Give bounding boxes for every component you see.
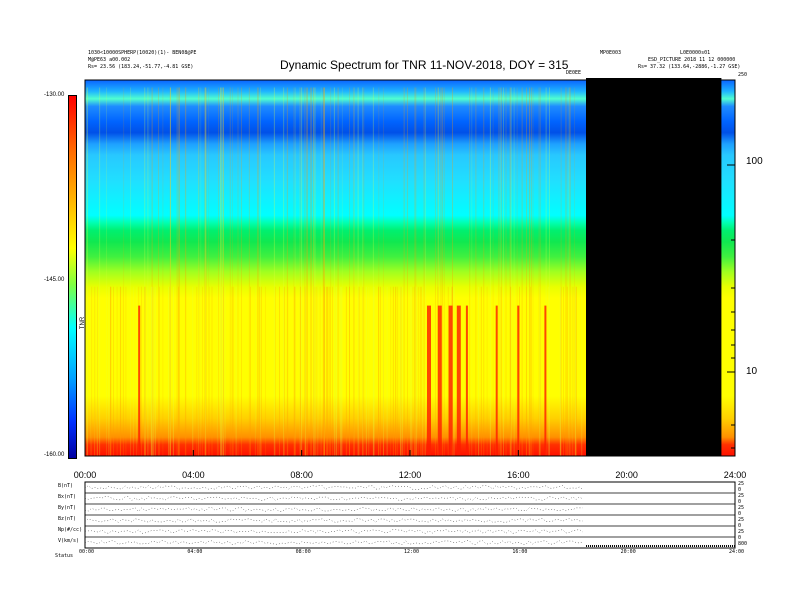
lower-x-tick-label: 12:00 bbox=[404, 549, 420, 555]
lower-row-label: Bx(nT) bbox=[58, 494, 77, 500]
header-left-line1: 1030<10000SPHERP(10020)(1)- BEN08@PE bbox=[88, 50, 197, 56]
lower-right-label: 0 bbox=[738, 487, 742, 493]
lower-right-label: 25 bbox=[738, 517, 745, 523]
lower-row-label: Bz(nT) bbox=[58, 516, 77, 522]
lower-panel-graphics bbox=[84, 481, 736, 549]
x-tick-label: 16:00 bbox=[507, 470, 530, 480]
colorbar bbox=[68, 95, 77, 459]
lower-right-label: 25 bbox=[738, 493, 745, 499]
lower-right-label: 25 bbox=[738, 505, 745, 511]
event-burst bbox=[427, 305, 431, 456]
event-burst bbox=[456, 305, 461, 456]
lower-row-trace bbox=[84, 485, 583, 490]
lower-row-label: B(nT) bbox=[58, 483, 74, 489]
chart-title: Dynamic Spectrum for TNR 11-NOV-2018, DO… bbox=[280, 58, 569, 72]
lower-row-label: V(km/s) bbox=[58, 538, 80, 544]
data-gap-label: DE0EE bbox=[566, 70, 582, 76]
lower-row-trace bbox=[84, 518, 583, 523]
event-burst bbox=[495, 305, 498, 456]
event-burst bbox=[448, 305, 453, 456]
event-burst bbox=[517, 305, 520, 456]
event-burst bbox=[138, 305, 141, 456]
lower-row-label: By(nT) bbox=[58, 505, 77, 511]
lower-right-label: 0 bbox=[738, 511, 742, 517]
event-burst bbox=[544, 305, 547, 456]
event-burst bbox=[437, 305, 442, 456]
header-left-line3: Rs= 23.56 (183.24,-51.77,-4.81 GSE) bbox=[88, 64, 194, 70]
lower-row-trace bbox=[84, 540, 583, 545]
lower-x-tick-label: 24:00 bbox=[729, 549, 745, 555]
lower-right-label: 0 bbox=[738, 523, 742, 529]
x-tick-label: 24:00 bbox=[723, 470, 747, 480]
lower-right-label: 0 bbox=[738, 535, 742, 541]
colorbar-tick-top: -130.00 bbox=[44, 92, 65, 98]
header-right-line4: Rs= 37.32 (133.64,-2886,-1.27 GSE) bbox=[638, 64, 741, 70]
colorbar-tick-mid: -145.00 bbox=[44, 277, 65, 283]
right-axis-tick-10: 10 bbox=[746, 366, 758, 377]
status-label: Status bbox=[55, 553, 74, 559]
lower-row-trace bbox=[84, 529, 583, 534]
lower-x-tick-label: 08:00 bbox=[295, 549, 311, 555]
lower-x-tick-label: 00:00 bbox=[79, 549, 95, 555]
lower-row-trace bbox=[84, 496, 583, 501]
lower-row-trace bbox=[84, 507, 583, 512]
header-left-line2: M@PE63 a00.002 bbox=[88, 57, 131, 63]
lower-right-label: 800 bbox=[738, 541, 748, 547]
lower-right-label: 0 bbox=[738, 499, 742, 505]
right-axis-tick-100: 100 bbox=[746, 156, 763, 167]
x-tick-label: 00:00 bbox=[73, 470, 97, 480]
lower-x-tick-label: 16:00 bbox=[512, 549, 528, 555]
header-right-line1: MP0E003 bbox=[600, 50, 622, 56]
right-axis-ticks bbox=[84, 164, 736, 456]
lower-row-label: Np(#/cc) bbox=[58, 527, 83, 533]
header-right-line2: L0E0000s01 bbox=[680, 50, 711, 56]
header-right-line3: ESD_PICTURE 2018 11 12 000000 bbox=[648, 57, 736, 63]
spectrogram-striations bbox=[84, 87, 583, 456]
spectrogram-events bbox=[138, 305, 547, 456]
lower-x-tick-label: 20:00 bbox=[620, 549, 636, 555]
x-tick-label: 12:00 bbox=[398, 470, 422, 480]
colorbar-tick-bottom: -160.00 bbox=[44, 452, 65, 458]
event-burst bbox=[465, 305, 468, 456]
right-axis-top-label: 250 bbox=[738, 72, 748, 78]
data-gap-block bbox=[586, 78, 722, 456]
lower-right-label: 25 bbox=[738, 481, 745, 487]
x-tick-label: 04:00 bbox=[182, 470, 205, 480]
x-tick-label: 20:00 bbox=[615, 470, 638, 480]
x-tick-label: 08:00 bbox=[290, 470, 313, 480]
lower-x-tick-label: 04:00 bbox=[187, 549, 203, 555]
lower-right-label: 25 bbox=[738, 529, 745, 535]
